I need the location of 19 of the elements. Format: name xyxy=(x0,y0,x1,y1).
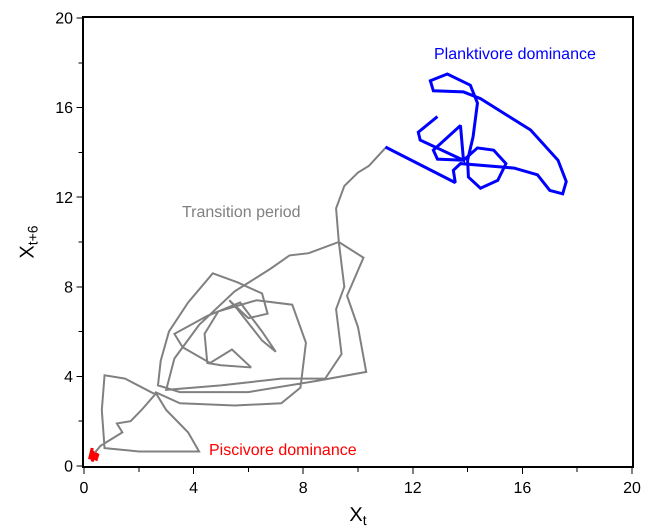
x-tick-label: 16 xyxy=(514,480,532,497)
y-tick-label: 8 xyxy=(64,279,74,296)
x-tick-label: 20 xyxy=(623,480,641,497)
y-tick-label: 20 xyxy=(55,10,74,28)
text: Piscivore dominance xyxy=(209,442,357,459)
x-tick-label: 8 xyxy=(298,480,308,497)
y-tick-label: 16 xyxy=(55,100,74,118)
x-tick-label: 12 xyxy=(404,480,422,497)
y-tick-label: 12 xyxy=(55,190,74,207)
line-series xyxy=(88,446,100,464)
y-tick-label: 4 xyxy=(64,369,74,386)
x-tick-label: 4 xyxy=(189,480,198,497)
y-tick-label: 0 xyxy=(64,458,74,476)
x-tick-label: 0 xyxy=(80,480,89,497)
x-axis-title: X$_{t}$ xyxy=(349,504,367,528)
line-series xyxy=(384,72,568,196)
text: Transition period xyxy=(182,204,301,221)
series-label: Planktivore dominance xyxy=(434,46,596,63)
line-series xyxy=(94,146,386,454)
